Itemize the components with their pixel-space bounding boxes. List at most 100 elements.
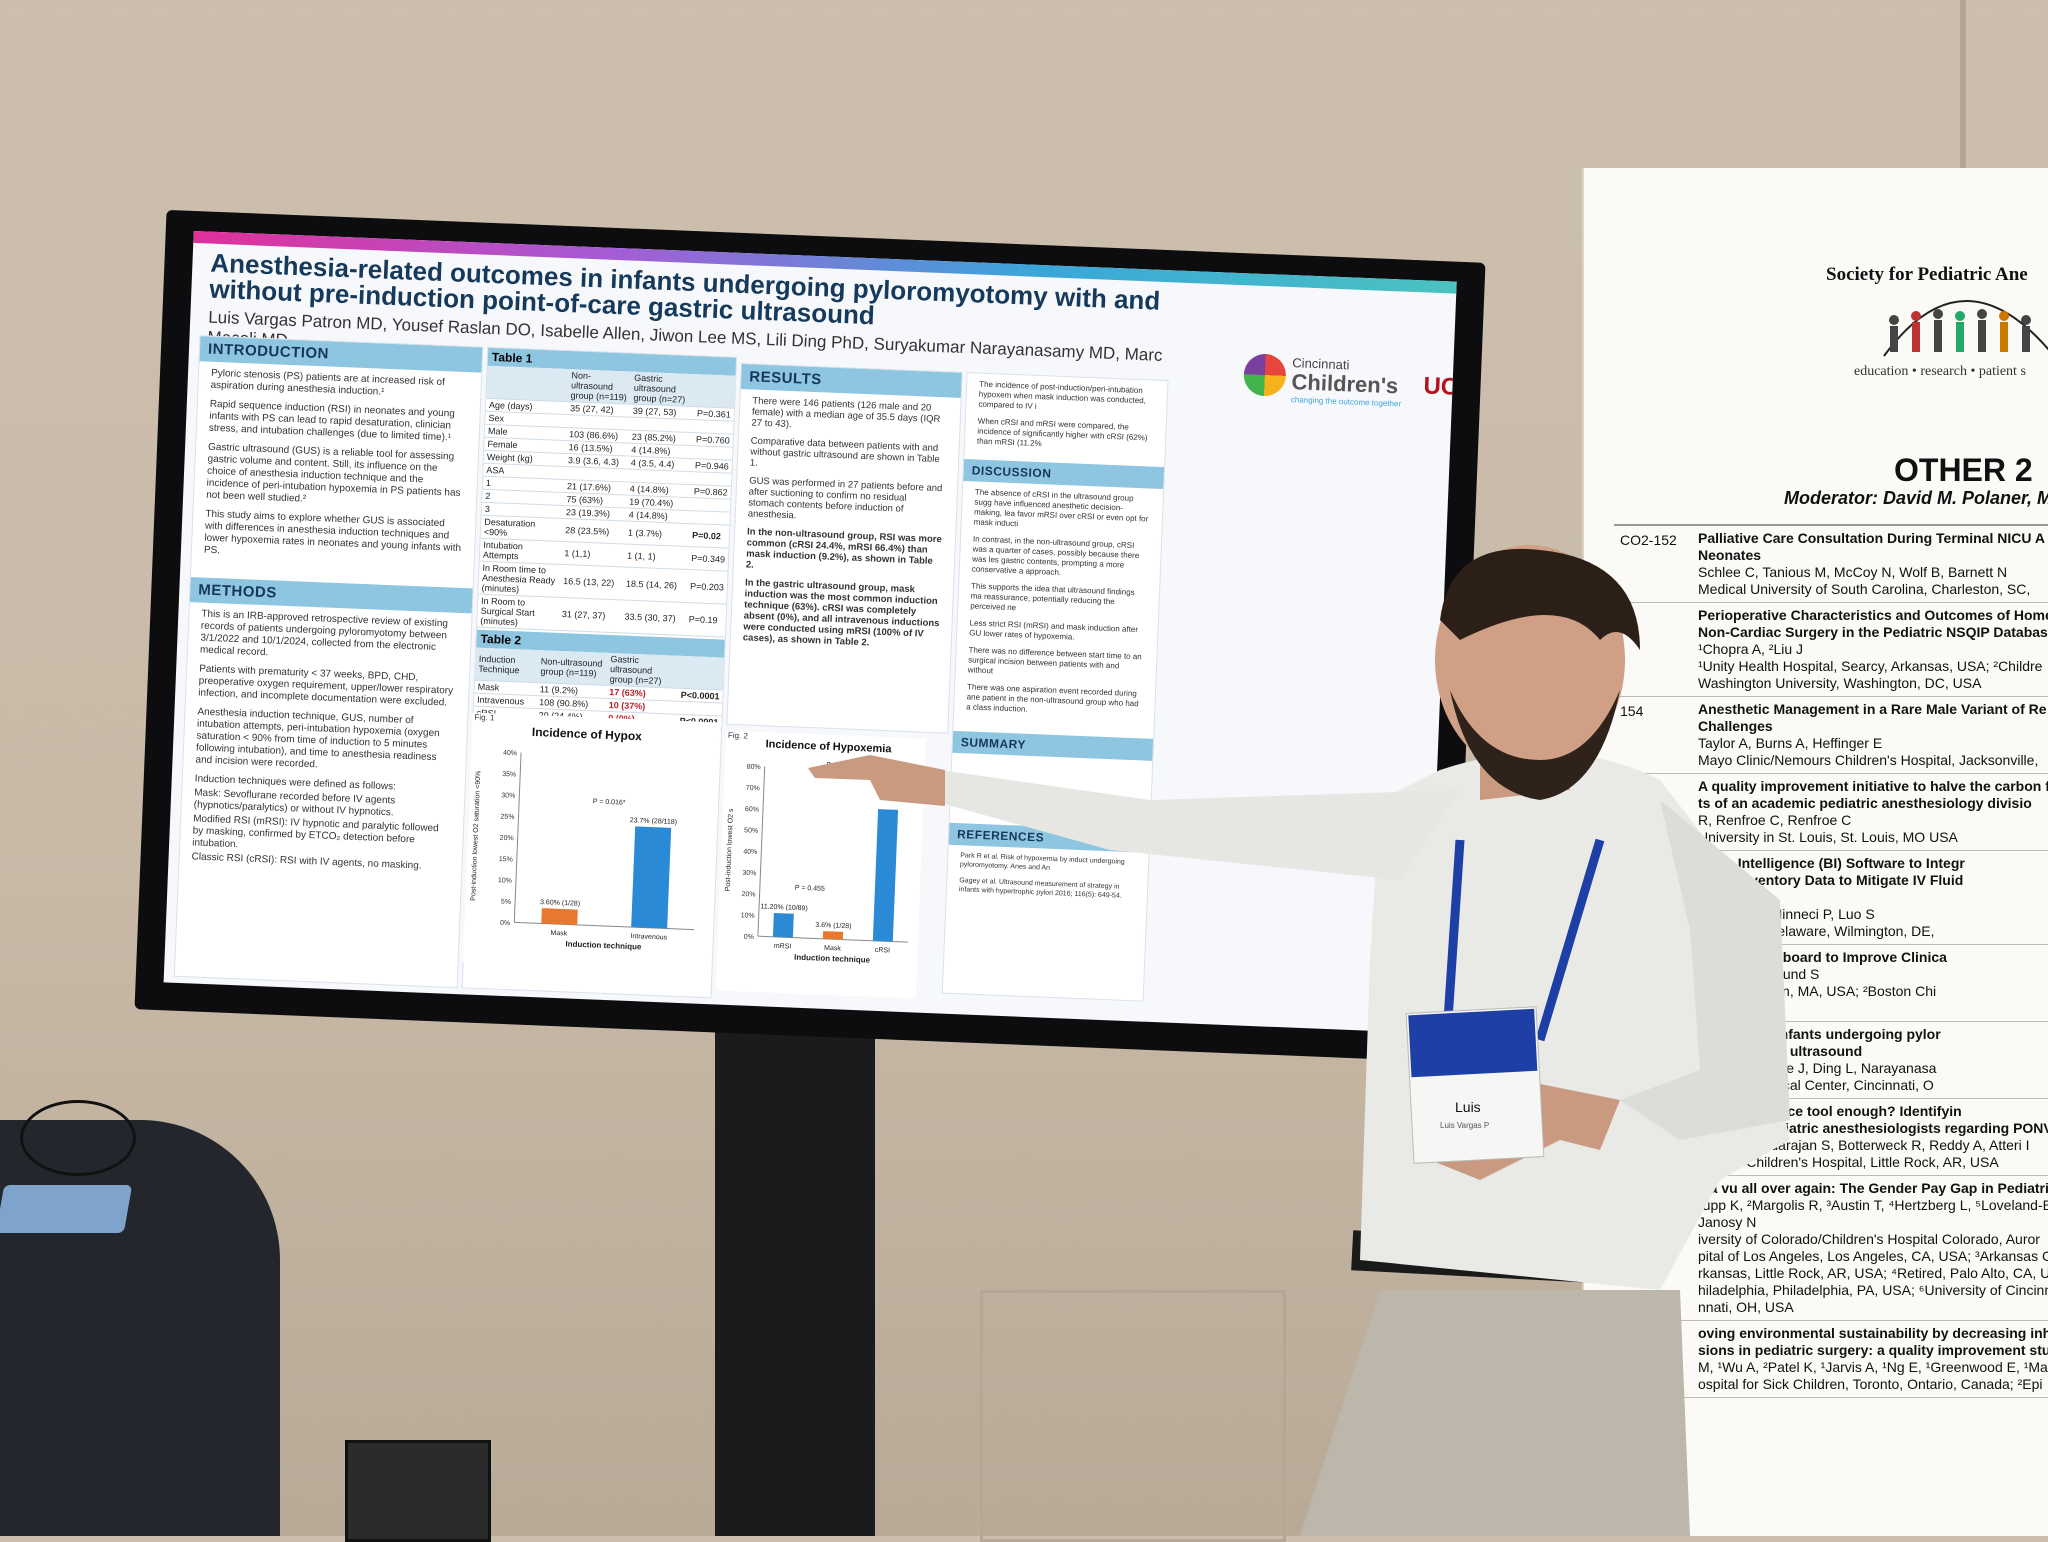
agenda-item: Digital Whiteboard to Improve Clinica Baf… bbox=[1614, 945, 2048, 1022]
agenda-title: Digital Whiteboard to Improve Clinica bbox=[1698, 949, 1947, 965]
agenda-line: M, ¹Wu A, ²Patel K, ¹Jarvis A, ¹Ng E, ¹G… bbox=[1698, 1359, 2048, 1375]
agenda-item: 154 Anesthetic Management in a Rare Male … bbox=[1614, 697, 2048, 774]
x-tick-label: Intravenous bbox=[630, 933, 667, 941]
bar bbox=[772, 912, 794, 938]
table-cell: 16.5 (13, 22) bbox=[559, 564, 624, 600]
reference-item: Park R et al. Risk of hypoxemia by induc… bbox=[959, 852, 1125, 872]
agenda-line: Washington University, Washington, DC, U… bbox=[1698, 675, 1982, 691]
table-cell: P=0.19 bbox=[685, 602, 727, 638]
y-tick-label: 0% bbox=[500, 920, 510, 927]
agenda-title: utcomes in infants undergoing pylor bbox=[1698, 1026, 1941, 1042]
uc-logo: UC bbox=[1422, 372, 1457, 401]
cable-coil bbox=[20, 1100, 136, 1176]
agenda-line: kansas Children's Hospital, Little Rock,… bbox=[1698, 1154, 1999, 1170]
agenda-item: utcomes in infants undergoing pylor f-car… bbox=[1614, 1022, 2048, 1099]
table2-col bbox=[677, 655, 725, 691]
agenda-title: tting bbox=[1698, 889, 1729, 905]
tv-monitor: Anesthesia-related outcomes in infants u… bbox=[134, 209, 1486, 1063]
table1-col: Gastric ultrasound group (n=27) bbox=[630, 371, 696, 407]
agenda-line: ¹Unity Health Hospital, Searcy, Arkansas… bbox=[1698, 658, 2043, 674]
session-sign-board: Society for Pediatric Ane education • re… bbox=[1582, 168, 2048, 1536]
agenda-line: ospital for Sick Children, Toronto, Onta… bbox=[1698, 1376, 2043, 1392]
fig1-plot: 40% 35% 30% 25% 20% 15% 10% 5% 0% Mask 3.60% (1/28… bbox=[470, 750, 695, 952]
agenda-line: pital of Los Angeles, Los Angeles, CA, U… bbox=[1698, 1248, 2048, 1264]
discussion-item: The absence of cRSI in the ultrasound gr… bbox=[973, 487, 1149, 529]
agenda-line: rupp K, ²Margolis R, ³Austin T, ⁴Hertzbe… bbox=[1698, 1197, 2048, 1213]
bar bbox=[822, 931, 844, 940]
intro-item: Rapid sequence induction (RSI) in neonat… bbox=[208, 398, 456, 444]
agenda-title: Challenges bbox=[1698, 718, 1773, 734]
agenda-title: iness Intelligence (BI) Software to Inte… bbox=[1698, 855, 1965, 871]
y-tick-label: 15% bbox=[499, 856, 513, 864]
methods-item: Anesthesia induction technique, GUS, num… bbox=[195, 706, 440, 771]
session-moderator: Moderator: David M. Polaner, M bbox=[1784, 488, 2048, 508]
x-tick-label: mRSI bbox=[774, 943, 792, 951]
y-tick-label: 30% bbox=[742, 870, 756, 878]
methods-body: This is an IRB-approved retrospective re… bbox=[179, 602, 472, 887]
agenda-line: University in St. Louis, St. Louis, MO U… bbox=[1698, 829, 1958, 845]
agenda-line: Bafani E, ²Eklund S bbox=[1698, 966, 1820, 982]
intro-item: Gastric ultrasound (GUS) is a reliable t… bbox=[205, 441, 461, 505]
y-axis-title: Post-induction lowest O2 s bbox=[725, 808, 735, 892]
intro-item: Pyloric stenosis (PS) patients are at in… bbox=[210, 367, 446, 398]
table1-body: Age (days) 35 (27, 42) 39 (27, 53) P=0.361 S… bbox=[477, 398, 735, 638]
y-axis bbox=[757, 766, 766, 937]
methods-item: Patients with prematurity < 37 weeks, BP… bbox=[197, 663, 454, 709]
agenda-line: Ali A, Govindarajan S, Botterweck R, Red… bbox=[1698, 1137, 2030, 1153]
session-agenda: CO2-152 Palliative Care Consultation Duri… bbox=[1614, 524, 2048, 1398]
agenda-title: f-care gastric ultrasound bbox=[1698, 1043, 1863, 1059]
table-cell: In Room time to Anesthesia Ready (minute… bbox=[478, 561, 561, 598]
agenda-line: Janosy N bbox=[1698, 1214, 1757, 1230]
agenda-line: Medical University of South Carolina, Ch… bbox=[1698, 581, 2031, 597]
results-body: There were 146 patients (126 male and 20… bbox=[730, 389, 961, 665]
agenda-title: eja vu all over again: The Gender Pay Ga… bbox=[1698, 1180, 2048, 1196]
agenda-line: Taylor A, Burns A, Heffinger E bbox=[1698, 735, 1883, 751]
fig2-pvalue-low: P = 0.455 bbox=[795, 885, 825, 893]
society-logo-children-icon bbox=[1883, 300, 2048, 357]
agenda-line: Hospital Medical Center, Cincinnati, O bbox=[1698, 1077, 1934, 1093]
table-cell: P=0.203 bbox=[686, 569, 728, 605]
agenda-code: CO2-152 bbox=[1620, 532, 1677, 548]
results-column: RESULTS There were 146 patients (126 mal… bbox=[726, 363, 963, 734]
references-body: Park R et al. Risk of hypoxemia by induc… bbox=[946, 845, 1148, 915]
table2-col: Gastric ultrasound group (n=27) bbox=[606, 652, 680, 689]
data-label: 11.20% (10/89) bbox=[760, 903, 808, 912]
discussion-body: The absence of cRSI in the ultrasound gr… bbox=[954, 481, 1164, 733]
wall-access-panel bbox=[980, 1290, 1286, 1542]
results-item: In the gastric ultrasound group, mask in… bbox=[742, 577, 940, 649]
data-label: 3.60% (1/28) bbox=[540, 899, 580, 908]
results-item: GUS was performed in 27 patients before … bbox=[747, 475, 943, 522]
y-tick-label: 10% bbox=[498, 877, 512, 885]
agenda-title: amongst pediatric anesthesiologists rega… bbox=[1698, 1120, 2048, 1136]
agenda-line: nnati, OH, USA bbox=[1698, 1299, 1794, 1315]
bar bbox=[631, 826, 672, 929]
table-cell: 1 (3.7%) bbox=[624, 521, 690, 547]
y-tick-label: 25% bbox=[500, 813, 514, 821]
agenda-item: oving environmental sustainability by de… bbox=[1614, 1321, 2048, 1398]
table1-col: Non-ultrasound group (n=119) bbox=[567, 369, 632, 405]
x-axis-title: Induction technique bbox=[794, 953, 871, 965]
table-cell: 1 (1, 1) bbox=[623, 543, 689, 570]
agenda-item: Perioperative Characteristics and Outcom… bbox=[1614, 603, 2048, 697]
agenda-line: Mayo Clinic/Nemours Children's Hospital,… bbox=[1698, 752, 2039, 768]
agenda-title: Non-Cardiac Surgery in the Pediatric NSQ… bbox=[1698, 624, 2048, 640]
intro-column: INTRODUCTION Pyloric stenosis (PS) patie… bbox=[173, 335, 484, 989]
fig1-label: Fig. 1 bbox=[474, 712, 495, 723]
y-tick-label: 5% bbox=[501, 899, 511, 906]
agenda-line: iversity of Colorado/Children's Hospital… bbox=[1698, 1231, 2040, 1247]
agenda-title: A quality improvement initiative to halv… bbox=[1698, 778, 2048, 794]
results-item: In the non-ultrasound group, RSI was mor… bbox=[745, 526, 942, 571]
summary-body bbox=[950, 753, 1153, 831]
agenda-line: Schlee C, Tanious M, McCoy N, Wolf B, Ba… bbox=[1698, 564, 2008, 580]
table1: Non-ultrasound group (n=119) Gastric ult… bbox=[477, 365, 736, 638]
y-tick-label: 80% bbox=[747, 764, 761, 772]
table-cell: 33.5 (30, 37) bbox=[620, 599, 687, 636]
bar bbox=[872, 809, 899, 942]
agenda-title: Neonates bbox=[1698, 547, 1762, 563]
col4-item: When cRSI and mRSI were compared, the in… bbox=[976, 416, 1148, 449]
data-label: 3.6% (1/28) bbox=[815, 922, 851, 930]
lanyard bbox=[1435, 838, 1605, 1141]
table-cell: In Room to Surgical Start (minutes) bbox=[477, 594, 560, 631]
table2-col: Non-ultrasound group (n=119) bbox=[536, 650, 608, 686]
fig1-pvalue: P = 0.016* bbox=[593, 798, 626, 806]
